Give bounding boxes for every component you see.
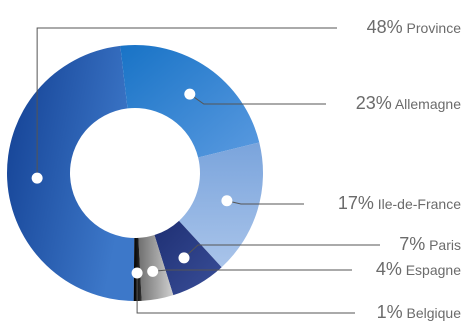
data-label: 4% Espagne — [376, 260, 461, 278]
data-label: 7% Paris — [399, 235, 461, 253]
data-label: 48% Province — [367, 18, 461, 36]
marker-dot — [178, 252, 190, 264]
label-category: Espagne — [401, 262, 461, 278]
label-value: 23% — [355, 93, 392, 113]
marker-dot — [131, 267, 143, 279]
data-label: 1% Belgique — [377, 303, 461, 321]
label-category: Province — [402, 20, 461, 36]
label-value: 7% — [399, 234, 426, 254]
data-label: 17% Ile-de-France — [338, 194, 461, 212]
label-category: Allemagne — [391, 96, 461, 112]
label-value: 4% — [375, 259, 402, 279]
label-value: 1% — [376, 302, 403, 322]
marker-dot — [221, 195, 233, 207]
label-value: 48% — [366, 17, 403, 37]
leader-line — [36, 27, 337, 179]
label-category: Paris — [425, 237, 461, 253]
leader-line — [183, 244, 380, 259]
leader-line — [136, 272, 355, 314]
leader-line — [189, 93, 326, 105]
marker-dot — [31, 172, 43, 184]
marker-dot — [147, 265, 159, 277]
slice-province — [6, 45, 135, 301]
label-category: Belgique — [402, 305, 461, 321]
label-category: Ile-de-France — [373, 196, 461, 212]
label-value: 17% — [337, 193, 374, 213]
data-label: 23% Allemagne — [356, 94, 461, 112]
slice-allemagne — [120, 45, 260, 158]
marker-dot — [184, 88, 196, 100]
slice-ile-de-france — [178, 142, 263, 268]
